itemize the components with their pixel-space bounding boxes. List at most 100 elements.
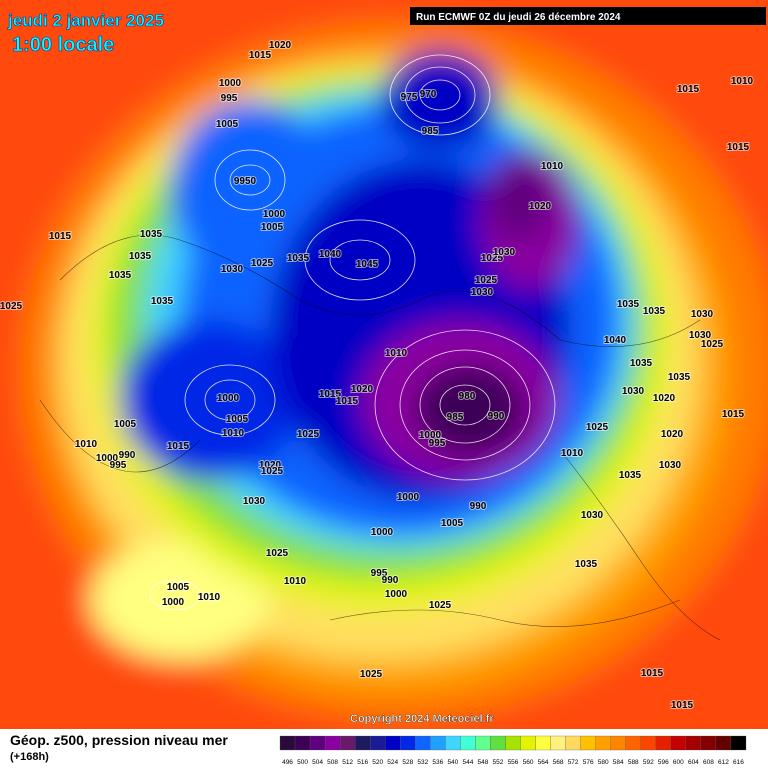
pressure-label: 995 — [371, 568, 388, 579]
pressure-label: 1030 — [493, 247, 516, 258]
pressure-label: 1010 — [75, 439, 98, 450]
colorbar-label: 616 — [733, 759, 744, 766]
pressure-label: 1030 — [581, 510, 604, 521]
colorbar-swatch — [685, 735, 702, 751]
pressure-label: 1030 — [659, 460, 682, 471]
colorbar-swatch — [475, 735, 491, 751]
pressure-label: 1015 — [249, 50, 272, 61]
pressure-label: 1030 — [243, 496, 266, 507]
pressure-label: 1035 — [617, 299, 640, 310]
pressure-label: 1005 — [261, 222, 284, 233]
colorbar-swatch — [385, 735, 401, 751]
pressure-label: 1000 — [219, 78, 242, 89]
colorbar-swatch — [625, 735, 641, 751]
colorbar-swatch — [595, 735, 611, 751]
pressure-label: 995 — [429, 438, 446, 449]
pressure-label: 1025 — [261, 466, 284, 477]
pressure-label: 1015 — [319, 389, 342, 400]
colorbar-swatch — [715, 735, 732, 751]
colorbar-label: 508 — [327, 759, 338, 766]
colorbar-label: 516 — [357, 759, 368, 766]
pressure-label: 1000 — [397, 492, 420, 503]
colorbar-swatch — [430, 735, 446, 751]
pressure-label: 995 — [221, 93, 238, 104]
pressure-label: 1020 — [653, 393, 676, 404]
pressure-label: 1015 — [641, 668, 664, 679]
pressure-label: 1010 — [731, 76, 754, 87]
pressure-label: 1015 — [727, 142, 750, 153]
colorbar-swatch — [520, 735, 536, 751]
colorbar-label: 532 — [417, 759, 428, 766]
colorbar-label: 544 — [462, 759, 473, 766]
pressure-label: 1015 — [167, 441, 190, 452]
colorbar-swatch — [565, 735, 581, 751]
time: 1:00 locale — [12, 34, 114, 56]
colorbar-swatch — [640, 735, 656, 751]
pressure-label: 1015 — [49, 231, 72, 242]
pressure-label: 1025 — [360, 669, 383, 680]
colorbar-swatch — [550, 735, 566, 751]
colorbar-label: 496 — [282, 759, 293, 766]
pressure-label: 1020 — [269, 40, 292, 51]
colorbar-swatch — [445, 735, 461, 751]
pressure-label: 1025 — [251, 258, 274, 269]
pressure-label: 1010 — [541, 161, 564, 172]
pressure-label: 1030 — [471, 287, 494, 298]
colorbar-label: 600 — [673, 759, 684, 766]
colorbar-label: 608 — [703, 759, 714, 766]
colorbar-swatch — [339, 735, 356, 751]
colorbar-swatch — [415, 735, 431, 751]
pressure-label: 1020 — [351, 384, 374, 395]
pressure-label: 990 — [488, 411, 505, 422]
colorbar-label: 536 — [432, 759, 443, 766]
pressure-label: 1045 — [356, 259, 379, 270]
pressure-label: 1015 — [671, 700, 694, 711]
colorbar-label: 592 — [643, 759, 654, 766]
colorbar-label: 580 — [598, 759, 609, 766]
colorbar-label: 528 — [402, 759, 413, 766]
title: jeudi 2 janvier 2025 — [7, 11, 164, 30]
colorbar-label: 588 — [628, 759, 639, 766]
isobars — [149, 54, 556, 611]
pressure-label: 1035 — [630, 358, 653, 369]
pressure-label: 1010 — [385, 348, 408, 359]
pressure-label: 1035 — [129, 251, 152, 262]
pressure-label: 1015 — [677, 84, 700, 95]
pressure-label: 975 — [401, 92, 418, 103]
pressure-label: 1020 — [529, 201, 552, 212]
pressure-label: 1010 — [561, 448, 584, 459]
colorbar-label: 572 — [568, 759, 579, 766]
pressure-label: 1005 — [226, 414, 249, 425]
pressure-label: 1000 — [96, 453, 119, 464]
colorbar-label: 584 — [613, 759, 624, 766]
pressure-label: 990 — [382, 575, 399, 586]
pressure-label: 1035 — [575, 559, 598, 570]
pressure-label: 990 — [119, 450, 136, 461]
colorbar-swatch — [505, 735, 521, 751]
pressure-label: 1025 — [429, 600, 452, 611]
colorbar-label: 524 — [387, 759, 398, 766]
pressure-label: 1000 — [263, 209, 286, 220]
colorbar-label: 552 — [493, 759, 504, 766]
footer-label: Géop. z500, pression niveau mer — [10, 732, 228, 748]
colorbar-label: 564 — [538, 759, 549, 766]
colorbar-swatch — [580, 735, 596, 751]
colorbar-label: 520 — [372, 759, 383, 766]
pressure-label: 970 — [420, 89, 437, 100]
pressure-label: 1040 — [319, 249, 342, 260]
pressure-label: 1035 — [109, 270, 132, 281]
colorbar-swatch — [730, 735, 747, 751]
colorbar-label: 512 — [342, 759, 353, 766]
pressure-label: 1005 — [167, 582, 190, 593]
pressure-label: 995 — [110, 460, 127, 471]
coastlines — [39, 234, 721, 641]
pressure-label: 1005 — [114, 419, 137, 430]
pressure-label: 1030 — [622, 386, 645, 397]
pressure-label: 1025 — [475, 275, 498, 286]
pressure-label: 1005 — [216, 119, 239, 130]
pressure-label: 1030 — [691, 309, 714, 320]
run-box — [410, 7, 766, 25]
